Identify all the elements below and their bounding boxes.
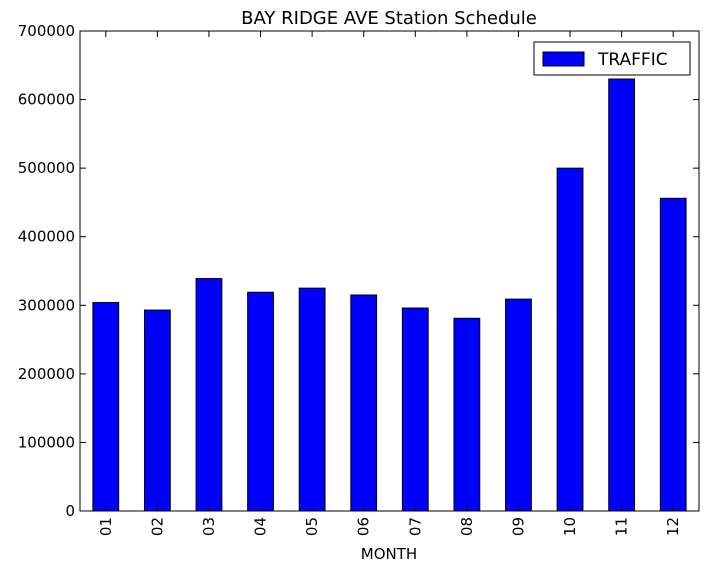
axes-frame — [79, 30, 700, 512]
x-tick-label: 07 — [406, 517, 424, 536]
legend-swatch — [542, 51, 585, 67]
bar-04 — [247, 291, 274, 512]
x-tick-label: 06 — [355, 517, 373, 536]
y-tick-label: 400000 — [18, 228, 75, 246]
y-tick-label: 300000 — [18, 296, 75, 314]
x-tick-label: 11 — [613, 517, 631, 536]
bar-10 — [556, 167, 584, 512]
x-tick-label: 01 — [97, 517, 115, 536]
x-axis-label: MONTH — [361, 545, 417, 563]
bar-12 — [659, 197, 687, 512]
y-tick-label: 100000 — [18, 433, 75, 451]
x-tick-label: 09 — [509, 517, 527, 536]
chart-title: BAY RIDGE AVE Station Schedule — [241, 8, 537, 29]
bar-06 — [350, 294, 378, 512]
x-tick-label: 04 — [252, 517, 270, 536]
y-tick-label: 700000 — [18, 22, 75, 40]
bar-07 — [401, 307, 429, 512]
y-tick-label: 500000 — [18, 159, 75, 177]
y-tick-label: 0 — [65, 502, 75, 520]
bar-03 — [195, 278, 223, 512]
x-tick-label: 05 — [303, 517, 321, 536]
bar-09 — [505, 298, 532, 512]
legend-label: TRAFFIC — [597, 50, 668, 70]
x-tick-label: 10 — [561, 517, 579, 536]
bar-11 — [608, 78, 636, 512]
x-tick-label: 12 — [664, 517, 682, 536]
x-tick-label: 08 — [458, 517, 476, 536]
x-tick-label: 03 — [200, 517, 218, 536]
bar-05 — [298, 287, 326, 512]
x-tick-label: 02 — [148, 517, 166, 536]
bar-08 — [453, 317, 481, 512]
y-tick-label: 200000 — [18, 365, 75, 383]
y-tick-label: 600000 — [18, 91, 75, 109]
bar-02 — [143, 309, 171, 512]
bar-01 — [92, 302, 120, 512]
plot-area: 0 100000 200000 300000 400000 500000 600000 700… — [18, 22, 700, 536]
